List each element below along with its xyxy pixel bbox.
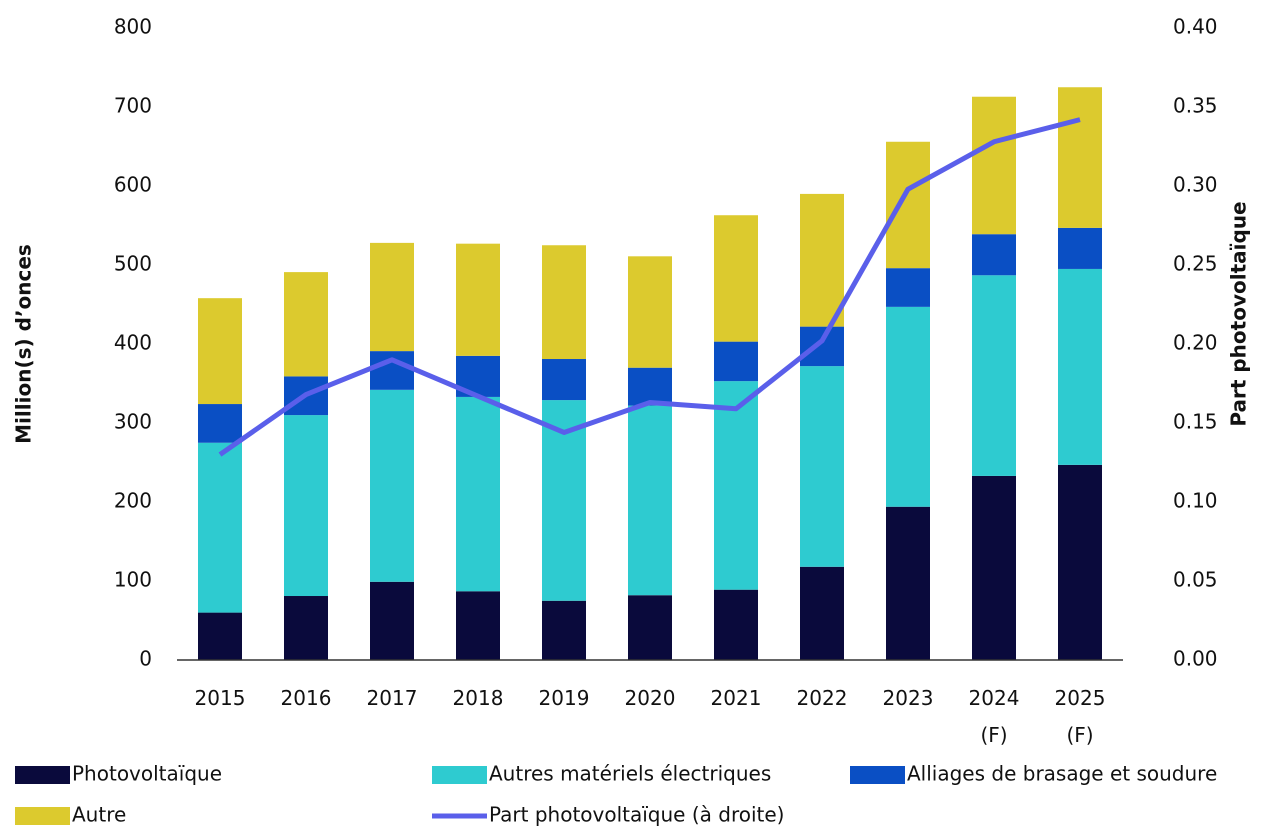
legend-label: Photovoltaïque [72, 762, 222, 786]
bar-segment [198, 612, 242, 660]
y-tick-label: 0 [139, 647, 152, 671]
legend-label: Autres matériels électriques [489, 762, 771, 786]
x-tick-label: 2016 [280, 686, 332, 710]
bar-segment [972, 234, 1016, 276]
bar-segment [972, 275, 1016, 476]
bar-segment [886, 268, 930, 307]
line [218, 117, 1081, 457]
y2-axis-label: Part photovoltaïque [1227, 201, 1251, 426]
y2-tick-label: 0.10 [1173, 489, 1218, 513]
bar-segment [628, 367, 672, 406]
x-tick-label: 2018 [452, 686, 504, 710]
bar-segment [972, 96, 1016, 235]
bar-segment [284, 272, 328, 377]
bar-segment [1058, 464, 1102, 660]
bar-segment [714, 215, 758, 342]
bar-segment [714, 381, 758, 590]
bar-segment [886, 506, 930, 660]
legend-swatch [15, 766, 70, 784]
y-tick-label: 300 [114, 410, 152, 434]
legend-label: Alliages de brasage et soudure [907, 762, 1217, 786]
y2-tick-label: 0.25 [1173, 252, 1218, 276]
bar-segment [800, 326, 844, 367]
y2-tick-label: 0.00 [1173, 647, 1218, 671]
bar-segment [198, 404, 242, 443]
y-tick-label: 800 [114, 15, 152, 39]
bar-segment [1058, 227, 1102, 269]
legend-swatch [432, 766, 487, 784]
bar-segment [542, 359, 586, 401]
bar-segment [1058, 87, 1102, 228]
x-tick-label: 2017 [366, 686, 418, 710]
y-tick-label: 700 [114, 94, 152, 118]
x-tick-label: 2024 (F) [968, 686, 1020, 747]
bar-segment [542, 600, 586, 660]
bar-segment [628, 256, 672, 368]
y-tick-label: 600 [114, 173, 152, 197]
bar-segment [456, 591, 500, 660]
bar-segment [370, 351, 414, 390]
bar-segment [370, 389, 414, 582]
bar-segment [714, 589, 758, 660]
bar-segment [284, 415, 328, 597]
y-tick-label: 200 [114, 489, 152, 513]
x-tick-label: 2021 [710, 686, 762, 710]
bar-segment [456, 396, 500, 592]
bar-segment [370, 581, 414, 660]
legend-swatch [15, 807, 70, 825]
bar-segment [284, 596, 328, 660]
y-axis-label: Million(s) d’onces [12, 244, 36, 444]
bar-segment [628, 595, 672, 660]
legend-label: Part photovoltaïque (à droite) [489, 803, 784, 827]
x-tick-label: 2020 [624, 686, 676, 710]
y2-tick-label: 0.20 [1173, 331, 1218, 355]
bar-segment [542, 245, 586, 360]
y-tick-label: 500 [114, 252, 152, 276]
legend-swatch [850, 766, 905, 784]
x-tick-label: 2015 [194, 686, 246, 710]
y-tick-label: 400 [114, 331, 152, 355]
y-tick-label: 100 [114, 568, 152, 592]
bar-segment [972, 475, 1016, 660]
bar-segment [370, 242, 414, 352]
x-tick-label: 2022 [796, 686, 848, 710]
y2-tick-label: 0.35 [1173, 94, 1218, 118]
bar-segment [198, 298, 242, 405]
bar-segment [886, 141, 930, 269]
legend-label: Autre [72, 803, 126, 827]
bar-segment [800, 193, 844, 327]
y2-tick-label: 0.30 [1173, 173, 1218, 197]
bar-segment [886, 306, 930, 507]
bar-segment [1058, 268, 1102, 465]
x-tick-label: 2023 [882, 686, 934, 710]
bar-segment [628, 405, 672, 596]
bar-segment [800, 366, 844, 567]
bar-segment [800, 566, 844, 660]
bar-segment [456, 243, 500, 356]
y2-tick-label: 0.15 [1173, 410, 1218, 434]
bar-segment [714, 341, 758, 382]
x-tick-label: 2025 (F) [1054, 686, 1106, 747]
y2-tick-label: 0.40 [1173, 15, 1218, 39]
bar-segment [198, 442, 242, 613]
y2-tick-label: 0.05 [1173, 568, 1218, 592]
x-tick-label: 2019 [538, 686, 590, 710]
